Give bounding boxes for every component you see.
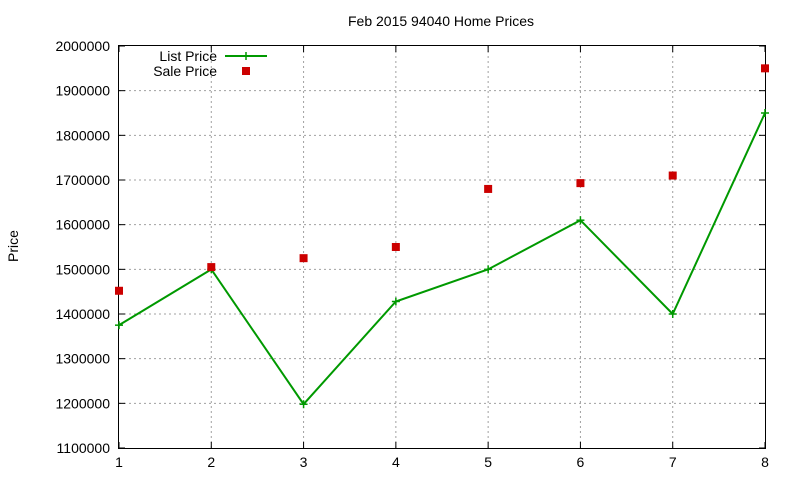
legend-marker-sale-price: [242, 67, 250, 75]
x-tick-label: 4: [392, 454, 400, 470]
x-tick-label: 8: [761, 454, 769, 470]
data-point-sale-price: [115, 286, 123, 295]
grid-lines: [119, 46, 765, 448]
y-tick-label: 1600000: [55, 217, 110, 233]
y-tick-label: 1200000: [55, 395, 110, 411]
legend-label-list-price: List Price: [159, 48, 217, 64]
data-point-sale-price: [576, 179, 585, 188]
data-point-list-price: [576, 216, 585, 225]
data-point-sale-price: [299, 254, 308, 263]
y-tick-label: 2000000: [55, 38, 110, 54]
data-point-list-price: [391, 297, 400, 306]
y-tick-label: 1100000: [57, 440, 111, 456]
x-tick-label: 2: [207, 454, 215, 470]
data-point-list-price: [299, 400, 308, 409]
y-tick-label: 1400000: [55, 306, 110, 322]
data-point-sale-price: [207, 263, 216, 272]
x-tick-label: 5: [484, 454, 492, 470]
series-layer: [115, 64, 769, 409]
axis-ticks: 1 2 3 4 5 6 7 8 1100000 1200000 1300000 1400000 1500…: [55, 38, 769, 470]
series-line-list-price: [118, 112, 766, 406]
x-tick-label: 1: [115, 454, 123, 470]
x-tick-label: 7: [669, 454, 677, 470]
data-point-list-price: [115, 321, 123, 330]
plot-frame: [118, 45, 766, 449]
x-tick-label: 3: [300, 454, 308, 470]
x-tick-label: 6: [577, 454, 585, 470]
legend: List Price Sale Price: [153, 48, 267, 79]
legend-plus-marker: [242, 52, 250, 60]
y-tick-label: 1900000: [55, 83, 110, 99]
y-tick-label: 1800000: [55, 127, 110, 143]
y-tick-label: 1300000: [55, 351, 110, 367]
y-axis-label: Price: [5, 230, 21, 262]
y-tick-label: 1700000: [55, 172, 110, 188]
legend-label-sale-price: Sale Price: [153, 63, 217, 79]
legend-square-marker: [242, 67, 250, 75]
y-tick-label: 1500000: [55, 261, 110, 277]
data-point-sale-price: [484, 184, 493, 193]
data-point-sale-price: [391, 243, 400, 251]
chart-title: Feb 2015 94040 Home Prices: [348, 13, 534, 29]
data-point-list-price: [484, 265, 493, 274]
data-point-sale-price: [761, 64, 769, 73]
data-point-list-price: [668, 310, 677, 318]
data-point-sale-price: [668, 171, 677, 180]
data-point-list-price: [761, 109, 769, 117]
legend-marker-list-price: [242, 52, 250, 60]
